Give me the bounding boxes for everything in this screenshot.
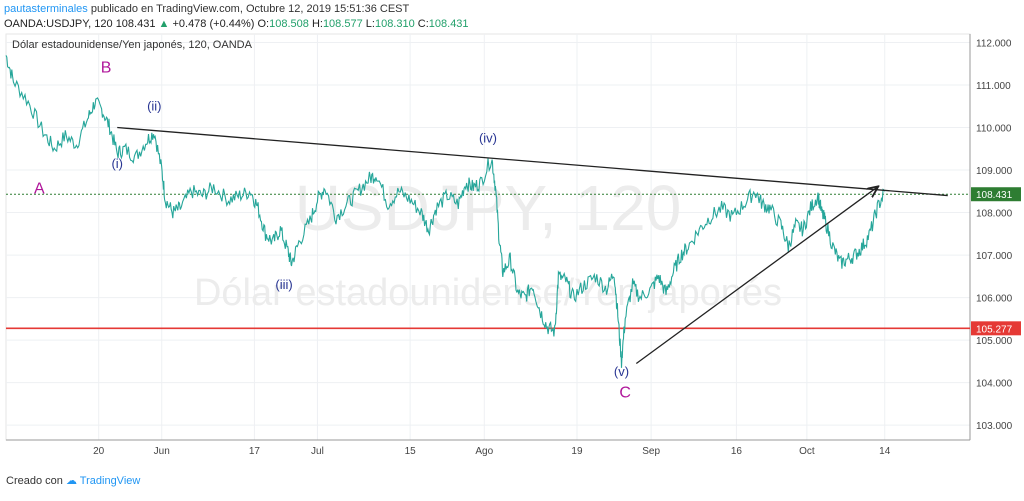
wave-label: (v) xyxy=(614,364,629,379)
y-tick-label: 110.000 xyxy=(976,124,1012,135)
y-tick-label: 107.000 xyxy=(976,251,1013,262)
x-tick-label: Jul xyxy=(311,446,324,457)
y-tick-label: 108.000 xyxy=(976,209,1013,220)
publication-header: pautasterminales publicado en TradingVie… xyxy=(4,2,409,16)
price-label: 105.277 xyxy=(976,324,1013,335)
change-value: +0.478 (+0.44%) xyxy=(172,18,255,30)
x-tick-label: Jun xyxy=(154,446,170,457)
low-label: L: xyxy=(365,18,375,30)
close-value: 108.431 xyxy=(428,18,469,30)
price-label-box xyxy=(971,321,1021,336)
low-value: 108.310 xyxy=(374,18,415,30)
wave-label: (iv) xyxy=(479,130,497,145)
high-label: H: xyxy=(311,18,323,30)
wave-label: B xyxy=(101,59,112,76)
x-tick-label: 20 xyxy=(93,446,105,457)
wave-label: C xyxy=(619,384,631,401)
wave-label: (iii) xyxy=(275,277,292,292)
x-tick-label: 15 xyxy=(405,446,417,457)
x-tick-label: 14 xyxy=(879,446,891,457)
created-with-label: Creado con xyxy=(6,475,63,487)
x-tick-label: Sep xyxy=(642,446,660,457)
author-link[interactable]: pautasterminales xyxy=(4,3,88,15)
x-tick-label: 17 xyxy=(249,446,261,457)
close-label: C: xyxy=(417,18,429,30)
y-tick-label: 111.000 xyxy=(976,81,1011,92)
y-tick-label: 104.000 xyxy=(976,379,1013,390)
tradingview-logo-icon: ☁ xyxy=(65,475,77,487)
x-tick-label: 19 xyxy=(571,446,583,457)
chart-title: Dólar estadounidense/Yen japonés, 120, O… xyxy=(12,39,253,51)
y-tick-label: 109.000 xyxy=(976,166,1013,177)
price-label: 108.431 xyxy=(976,190,1013,201)
x-tick-label: Oct xyxy=(799,446,815,457)
footer: Creado con ☁ TradingView xyxy=(6,474,140,487)
symbol-label: OANDA:USDJPY, 120 xyxy=(4,18,113,30)
change-up-icon: ▲ xyxy=(158,18,170,30)
x-tick-label: 16 xyxy=(731,446,743,457)
wave-label: (i) xyxy=(111,156,123,171)
resistance-trendline xyxy=(117,126,948,197)
y-tick-label: 105.000 xyxy=(976,336,1013,347)
price-label-box xyxy=(971,187,1021,202)
open-value: 108.508 xyxy=(269,18,309,30)
x-tick-label: Ago xyxy=(475,446,493,457)
watermark-symbol: USDJPY, 120 xyxy=(295,172,682,244)
publication-info: publicado en TradingView.com, Octubre 12… xyxy=(90,3,410,15)
watermark-name: Dólar estadounidense/Yen japonés xyxy=(194,272,782,314)
y-tick-label: 106.000 xyxy=(976,294,1013,305)
open-label: O: xyxy=(257,18,270,30)
tradingview-brand[interactable]: TradingView xyxy=(79,475,141,487)
y-tick-label: 103.000 xyxy=(976,421,1013,432)
trend-arrow-line xyxy=(635,187,877,365)
high-value: 108.577 xyxy=(322,18,363,30)
last-price: 108.431 xyxy=(115,18,156,30)
wave-label: A xyxy=(34,180,45,197)
y-tick-label: 112.000 xyxy=(976,39,1012,50)
quote-bar: OANDA:USDJPY, 120 108.431 ▲ +0.478 (+0.4… xyxy=(4,17,469,31)
wave-label: (ii) xyxy=(147,99,161,114)
price-series-line xyxy=(5,55,886,368)
